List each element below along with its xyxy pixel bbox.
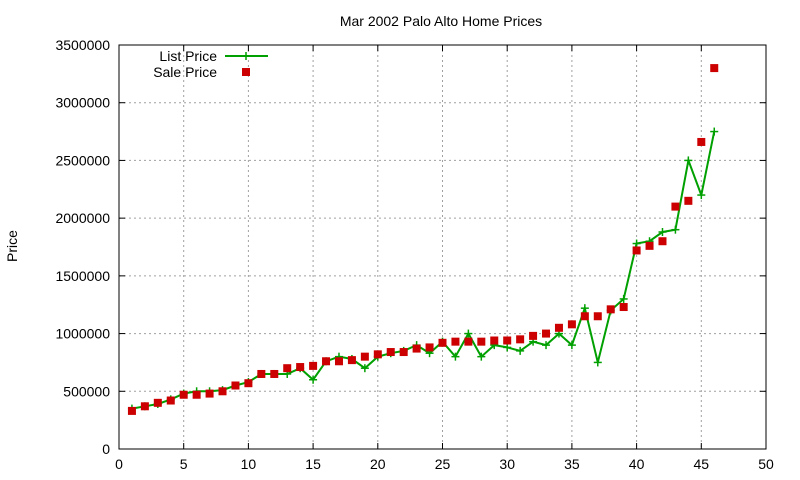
list-price-point bbox=[671, 225, 680, 234]
y-tick-label: 2000000 bbox=[55, 210, 110, 226]
legend-label: List Price bbox=[159, 48, 217, 64]
plot-frame bbox=[118, 44, 767, 450]
sale-price-point bbox=[451, 337, 460, 346]
legend-square-swatch bbox=[242, 68, 250, 76]
y-tick-label: 0 bbox=[102, 441, 110, 457]
sale-price-point bbox=[710, 64, 719, 73]
sale-price-point bbox=[283, 364, 292, 373]
sale-price-point bbox=[658, 237, 667, 246]
series-list-price bbox=[127, 127, 719, 413]
sale-price-point bbox=[632, 246, 641, 255]
sale-price-point bbox=[334, 357, 343, 366]
y-tick-label: 3000000 bbox=[55, 95, 110, 111]
series bbox=[127, 64, 719, 415]
x-tick-label: 10 bbox=[241, 456, 257, 472]
grid bbox=[119, 45, 766, 449]
y-tick-label: 1500000 bbox=[55, 268, 110, 284]
sale-price-point bbox=[127, 406, 136, 415]
y-tick-label: 500000 bbox=[63, 383, 110, 399]
series-sale-price bbox=[127, 64, 719, 415]
list-price-point bbox=[503, 343, 512, 352]
sale-price-point bbox=[309, 361, 318, 370]
sale-price-point bbox=[593, 312, 602, 321]
x-tick-label: 15 bbox=[305, 456, 321, 472]
x-tick-label: 20 bbox=[370, 456, 386, 472]
list-price-point bbox=[309, 375, 318, 384]
list-price-line bbox=[131, 131, 716, 410]
sale-price-point bbox=[606, 305, 615, 314]
sale-price-point bbox=[231, 381, 240, 390]
sale-price-point bbox=[503, 336, 512, 345]
sale-price-point bbox=[179, 390, 188, 399]
sale-price-point bbox=[166, 396, 175, 405]
sale-price-point bbox=[464, 337, 473, 346]
sale-price-point bbox=[244, 379, 253, 388]
sale-price-point bbox=[360, 352, 369, 361]
sale-price-point bbox=[218, 387, 227, 396]
sale-price-point bbox=[296, 363, 305, 372]
sale-price-point bbox=[412, 344, 421, 353]
x-tick-label: 45 bbox=[694, 456, 710, 472]
sale-price-point bbox=[477, 337, 486, 346]
list-price-point bbox=[516, 346, 525, 355]
list-price-point bbox=[684, 156, 693, 165]
list-price-point bbox=[360, 364, 369, 373]
list-price-point bbox=[451, 352, 460, 361]
x-tick-label: 50 bbox=[758, 456, 774, 472]
sale-price-point bbox=[645, 241, 654, 250]
x-tick-label: 25 bbox=[435, 456, 451, 472]
y-tick-label: 1000000 bbox=[55, 326, 110, 342]
sale-price-point bbox=[322, 357, 331, 366]
sale-price-point bbox=[554, 323, 563, 332]
list-price-point bbox=[567, 341, 576, 350]
sale-price-point bbox=[425, 343, 434, 352]
sale-price-point bbox=[516, 335, 525, 344]
sale-price-point bbox=[567, 320, 576, 329]
legend-label: Sale Price bbox=[153, 64, 217, 80]
sale-price-point bbox=[257, 369, 266, 378]
x-tick-label: 35 bbox=[564, 456, 580, 472]
y-tick-label: 2500000 bbox=[55, 152, 110, 168]
sale-price-point bbox=[684, 196, 693, 205]
sale-price-point bbox=[140, 402, 149, 411]
list-price-point bbox=[464, 329, 473, 338]
y-tick-label: 3500000 bbox=[55, 37, 110, 53]
sale-price-point bbox=[580, 312, 589, 321]
legend-plus-swatch bbox=[242, 52, 250, 60]
sale-price-point bbox=[153, 398, 162, 407]
sale-price-point bbox=[205, 389, 214, 398]
x-tick-label: 30 bbox=[499, 456, 515, 472]
list-price-point bbox=[542, 341, 551, 350]
sale-price-point bbox=[697, 137, 706, 146]
list-price-point bbox=[619, 294, 628, 303]
sale-price-point bbox=[542, 329, 551, 338]
list-price-point bbox=[632, 239, 641, 248]
chart-title: Mar 2002 Palo Alto Home Prices bbox=[340, 13, 542, 29]
x-tick-label: 5 bbox=[180, 456, 188, 472]
list-price-point bbox=[477, 352, 486, 361]
sale-price-point bbox=[192, 390, 201, 399]
sale-price-point bbox=[373, 350, 382, 359]
sale-price-point bbox=[529, 331, 538, 340]
x-tick-label: 40 bbox=[629, 456, 645, 472]
sale-price-point bbox=[399, 348, 408, 357]
y-axis-label: Price bbox=[4, 230, 20, 262]
list-price-point bbox=[710, 127, 719, 136]
list-price-point bbox=[658, 227, 667, 236]
list-price-point bbox=[580, 304, 589, 313]
sale-price-point bbox=[386, 348, 395, 357]
list-price-point bbox=[593, 358, 602, 367]
sale-price-point bbox=[671, 202, 680, 211]
sale-price-point bbox=[490, 336, 499, 345]
sale-price-point bbox=[619, 303, 628, 312]
sale-price-point bbox=[270, 369, 279, 378]
sale-price-point bbox=[438, 338, 447, 347]
sale-price-point bbox=[347, 356, 356, 365]
ticks: 0 5 10 15 20 25 30 35 40 45 50 0 500000 1000000 150000… bbox=[55, 37, 774, 472]
list-price-point bbox=[697, 191, 706, 200]
x-tick-label: 0 bbox=[115, 456, 123, 472]
